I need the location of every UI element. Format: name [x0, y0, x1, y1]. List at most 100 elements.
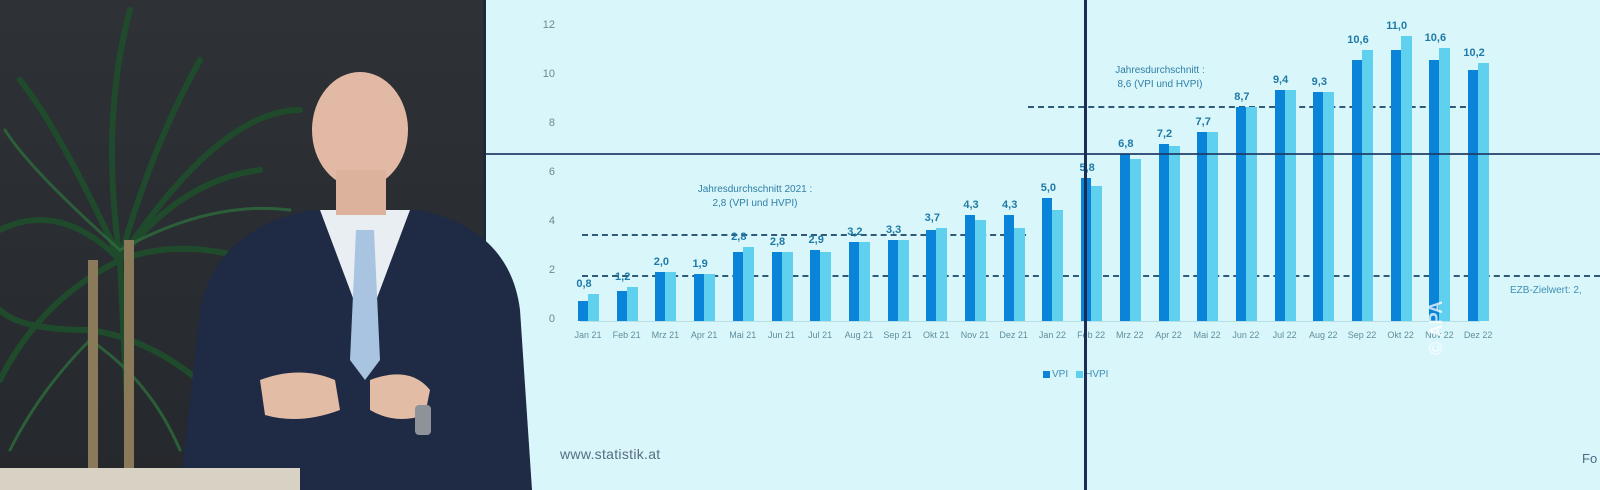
legend-hvpi: HVPI — [1076, 369, 1108, 380]
avg-2021-line — [582, 234, 1026, 236]
bar-vpi — [1352, 60, 1362, 321]
bar-value-label: 7,2 — [1156, 127, 1173, 140]
bar-value-label: 10,6 — [1424, 31, 1447, 44]
bar-vpi — [1390, 50, 1401, 321]
x-tick-label: Jun 22 — [1232, 330, 1260, 340]
x-tick-label: Nov 22 — [1425, 330, 1454, 340]
bar-value-label: 1,2 — [615, 270, 631, 283]
bar-value-label: 4,3 — [963, 199, 979, 212]
bar-vpi — [1003, 215, 1014, 321]
bar-vpi — [887, 239, 898, 321]
bar-value-label: 10,2 — [1463, 46, 1485, 59]
bar-hvpi — [1323, 92, 1335, 321]
bar-value-label: 2,0 — [653, 255, 670, 268]
bar-hvpi — [742, 247, 754, 321]
bar-hvpi — [1400, 35, 1412, 321]
bar-vpi — [1468, 70, 1479, 321]
bar-value-label: 5,0 — [1040, 182, 1057, 194]
legend-swatch-hvpi — [1076, 370, 1084, 378]
source-url: www.statistik.at — [560, 446, 661, 462]
x-tick-label: Mrz 22 — [1116, 330, 1144, 340]
bar-hvpi — [1207, 131, 1219, 321]
x-tick-label: Feb 21 — [612, 330, 641, 340]
bar-value-label: 9,4 — [1272, 73, 1289, 86]
bar-hvpi — [1478, 62, 1490, 321]
avg-2022-annotation: Jahresdurchschnitt : 8,6 (VPI und HVPI) — [1115, 65, 1205, 90]
bar-hvpi — [665, 271, 677, 321]
x-tick-label: Dez 21 — [999, 330, 1028, 340]
bar-hvpi — [781, 252, 793, 321]
bar-vpi — [1429, 60, 1440, 321]
y-tick: 12 — [542, 19, 555, 31]
bar-value-label: 1,9 — [692, 258, 708, 271]
x-tick-label: Jan 22 — [1038, 330, 1066, 340]
bar-hvpi — [626, 286, 638, 321]
y-tick: 0 — [548, 313, 555, 325]
x-tick-label: Jul 21 — [808, 330, 833, 340]
x-axis-line — [580, 321, 1480, 322]
avg-2022-line — [1028, 106, 1486, 108]
x-tick-label: Jul 22 — [1272, 330, 1297, 340]
bar-vpi — [694, 274, 705, 321]
bar-hvpi — [704, 274, 716, 321]
bar-value-label: 3,7 — [924, 211, 940, 224]
bar-vpi — [1313, 92, 1324, 321]
bar-vpi — [732, 252, 743, 321]
legend-vpi: VPI — [1043, 369, 1068, 380]
x-tick-label: Dez 22 — [1463, 330, 1493, 340]
bar-value-label: 7,7 — [1195, 115, 1211, 128]
y-tick: 4 — [548, 215, 555, 227]
x-tick-label: Jun 21 — [767, 330, 796, 340]
bar-hvpi — [1245, 106, 1257, 321]
bar-value-label: 8,7 — [1234, 90, 1250, 103]
bar-hvpi — [975, 220, 986, 321]
bar-vpi — [771, 252, 782, 321]
x-tick-label: Mrz 21 — [651, 330, 680, 340]
bar-vpi — [1274, 89, 1285, 321]
x-tick-label: Mai 21 — [729, 330, 757, 340]
bar-hvpi — [588, 293, 599, 321]
bar-value-label: 2,9 — [808, 233, 824, 246]
bar-hvpi — [1129, 158, 1141, 321]
bar-vpi — [1042, 198, 1053, 321]
x-tick-label: Aug 22 — [1309, 330, 1338, 340]
y-tick: 8 — [548, 117, 555, 129]
x-tick-label: Feb 22 — [1077, 330, 1106, 340]
y-tick: 2 — [548, 264, 555, 276]
bar-hvpi — [858, 242, 870, 321]
bar-value-label: 0,8 — [576, 277, 592, 290]
legend: VPI HVPI — [1043, 369, 1108, 380]
bar-hvpi — [1362, 50, 1373, 321]
bar-value-label: 11,0 — [1386, 19, 1408, 32]
bar-value-label: 6,8 — [1118, 137, 1134, 150]
bar-value-label: 9,3 — [1311, 76, 1327, 89]
x-tick-label: Sep 22 — [1347, 330, 1377, 340]
x-tick-label: Jan 21 — [574, 330, 602, 340]
bar-value-label: 4,3 — [1002, 199, 1018, 212]
bar-hvpi — [1168, 146, 1180, 321]
bar-vpi — [848, 242, 859, 321]
x-tick-label: Apr 22 — [1155, 330, 1182, 340]
bar-vpi — [810, 249, 821, 321]
bar-value-label: 5,8 — [1079, 162, 1095, 175]
bar-hvpi — [936, 227, 948, 321]
bar-value-label: 10,6 — [1347, 34, 1369, 47]
screen-seam-vertical — [1084, 0, 1087, 490]
bar-value-label: 3,2 — [847, 226, 863, 239]
y-tick: 10 — [542, 68, 555, 80]
bar-vpi — [578, 301, 588, 321]
bar-vpi — [1197, 131, 1208, 321]
bar-value-label: 2,8 — [731, 231, 747, 244]
ezb-target-label: EZB-Zielwert: 2, — [1510, 285, 1582, 296]
x-tick-label: Sep 21 — [883, 330, 912, 340]
bar-vpi — [1235, 106, 1246, 321]
legend-swatch-vpi — [1043, 370, 1050, 378]
bar-value-label: 2,8 — [769, 236, 786, 249]
bar-hvpi — [1091, 185, 1103, 321]
screen-seam-horizontal — [486, 153, 1600, 155]
bar-value-label: 3,3 — [885, 223, 902, 236]
x-tick-label: Apr 21 — [690, 330, 718, 340]
x-tick-label: Okt 21 — [923, 330, 950, 340]
avg-2021-annotation: Jahresdurchschnitt 2021 : 2,8 (VPI und H… — [697, 184, 813, 209]
